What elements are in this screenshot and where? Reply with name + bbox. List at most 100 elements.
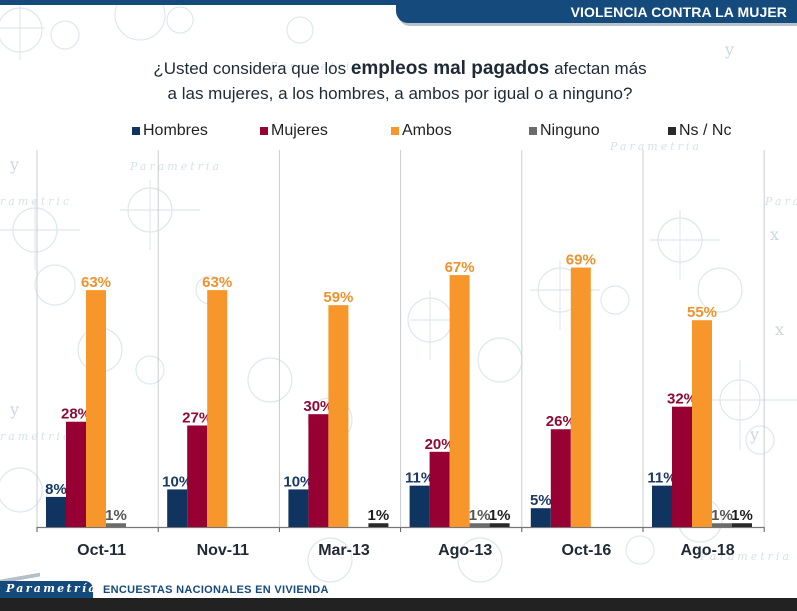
- data-label: 30%: [303, 398, 333, 415]
- section-title: VIOLENCIA CONTRA LA MUJER: [570, 4, 787, 20]
- data-label: 55%: [687, 304, 717, 321]
- data-label: 1%: [368, 507, 390, 524]
- bar-ambos-oct-16: [570, 267, 591, 527]
- bar-ambos-ago-18: [692, 320, 712, 527]
- bar-group-nov-11: 10% 27% 63%: [162, 274, 232, 527]
- bar-ninguno-ago-18: [712, 523, 732, 527]
- question-line-1: ¿Usted considera que los empleos mal pag…: [100, 56, 700, 81]
- data-label: 20%: [425, 436, 455, 453]
- bar-group-mar-13: 10% 30% 59% 1%: [283, 289, 389, 527]
- bar-hombres-oct-16: [530, 508, 551, 527]
- question-text-start: ¿Usted considera que los: [153, 59, 351, 78]
- x-tick-label: Ago-13: [438, 542, 492, 559]
- bar-ambos-oct-11: [86, 290, 106, 527]
- bar-ns-nc-ago-18: [732, 523, 752, 527]
- svg-text:Parametria: Parametria: [609, 140, 702, 153]
- data-label: 69%: [566, 252, 596, 269]
- svg-text:y: y: [724, 40, 734, 59]
- x-tick-label: Nov-11: [197, 542, 250, 559]
- footer-bar: [0, 598, 797, 611]
- svg-text:rametric: rametric: [0, 195, 72, 208]
- bar-ns-nc-mar-13: [368, 523, 389, 527]
- bar-hombres-ago-18: [652, 485, 672, 527]
- legend-label: Mujeres: [271, 122, 328, 139]
- legend-swatch: [668, 127, 676, 135]
- svg-text:y: y: [749, 425, 759, 444]
- x-tick-label: Mar-13: [318, 542, 370, 559]
- svg-text:x: x: [775, 320, 784, 339]
- legend-label: Hombres: [143, 122, 208, 139]
- bar-mujeres-mar-13: [308, 414, 329, 527]
- svg-text:x: x: [770, 225, 779, 244]
- data-label: 10%: [283, 473, 313, 490]
- legend-swatch: [132, 127, 140, 135]
- data-label: 63%: [81, 274, 111, 291]
- bar-mujeres-ago-13: [429, 451, 450, 527]
- svg-text:rametric: rametric: [0, 430, 72, 443]
- data-label: 32%: [667, 391, 697, 408]
- legend-swatch: [260, 127, 268, 135]
- data-label: 27%: [182, 409, 212, 426]
- bar-ninguno-oct-11: [106, 523, 126, 527]
- bar-ambos-nov-11: [207, 290, 228, 527]
- legend-swatch: [391, 127, 399, 135]
- svg-text:Parametria: Parametria: [129, 160, 222, 173]
- data-label: 59%: [323, 289, 353, 306]
- data-label: 63%: [202, 274, 232, 291]
- question-line-2: a las mujeres, a los hombres, a ambos po…: [167, 84, 633, 103]
- data-label: 11%: [405, 470, 434, 487]
- bar-hombres-oct-11: [46, 496, 66, 527]
- bar-group-ago-13: 11% 20% 67% 1%1%: [405, 259, 510, 527]
- bar-mujeres-oct-16: [550, 429, 571, 527]
- bar-hombres-nov-11: [167, 489, 188, 527]
- data-label: 1%: [105, 507, 127, 524]
- bar-group-ago-18: 11% 32% 55% 1%1%: [647, 304, 753, 527]
- bar-mujeres-oct-11: [66, 421, 86, 527]
- bar-group-oct-16: 5% 26% 69%: [530, 252, 596, 527]
- data-label: 8%: [45, 481, 67, 498]
- legend-swatch: [529, 127, 537, 135]
- bar-ns-nc-ago-13: [489, 523, 510, 527]
- bar-hombres-ago-13: [409, 485, 430, 527]
- x-tick-label: Ago-18: [680, 542, 734, 559]
- bar-mujeres-ago-18: [672, 406, 692, 527]
- bar-group-oct-11: 8% 28% 63% 1%: [45, 274, 127, 527]
- svg-text:y: y: [9, 400, 19, 419]
- legend-label: Ns / Nc: [679, 122, 732, 139]
- data-label: 11%: [647, 470, 676, 487]
- legend-item-mujeres: Mujeres: [260, 122, 328, 140]
- legend-item-ambos: Ambos: [391, 122, 452, 140]
- svg-text:y: y: [9, 155, 19, 174]
- data-label: 1%: [489, 507, 511, 524]
- bar-mujeres-nov-11: [187, 425, 208, 527]
- bar-ambos-mar-13: [328, 305, 349, 527]
- legend-label: Ambos: [402, 122, 452, 139]
- data-label: 67%: [445, 259, 475, 276]
- question-emphasis: empleos mal pagados: [350, 58, 550, 79]
- legend-item-ninguno: Ninguno: [529, 122, 600, 140]
- survey-question: ¿Usted considera que los empleos mal pag…: [100, 56, 700, 106]
- svg-text:Parametria: Parametria: [699, 550, 792, 563]
- legend-item-hombres: Hombres: [132, 122, 208, 140]
- chart-legend: Hombres Mujeres Ambos Ninguno Ns / Nc: [0, 122, 797, 142]
- logo-text: Parametría: [6, 582, 98, 595]
- data-label: 5%: [530, 492, 552, 509]
- bar-chart: 8% 28% 63% 1% Oct-11 10% 27% 63% Nov-11 10% 30% 59%…: [36, 150, 765, 559]
- bar-hombres-mar-13: [288, 489, 309, 527]
- data-label: 1%: [731, 507, 753, 524]
- x-tick-label: Oct-11: [77, 542, 126, 559]
- data-label: 26%: [546, 413, 576, 430]
- question-text-end: afectan más: [549, 59, 647, 78]
- legend-label: Ninguno: [540, 122, 600, 139]
- section-title-tab: VIOLENCIA CONTRA LA MUJER: [396, 0, 797, 23]
- svg-text:Parametria: Parametria: [269, 60, 362, 73]
- data-label: 28%: [61, 406, 91, 423]
- bar-ninguno-ago-13: [469, 523, 490, 527]
- data-label: 10%: [162, 473, 192, 490]
- legend-item-ns-nc: Ns / Nc: [668, 122, 731, 140]
- data-label: 1%: [711, 507, 733, 524]
- x-tick-label: Oct-16: [562, 542, 612, 559]
- svg-text:Para: Para: [764, 195, 797, 208]
- footer-caption: ENCUESTAS NACIONALES EN VIVIENDA: [103, 584, 329, 596]
- parametria-logo: Parametría: [0, 581, 96, 598]
